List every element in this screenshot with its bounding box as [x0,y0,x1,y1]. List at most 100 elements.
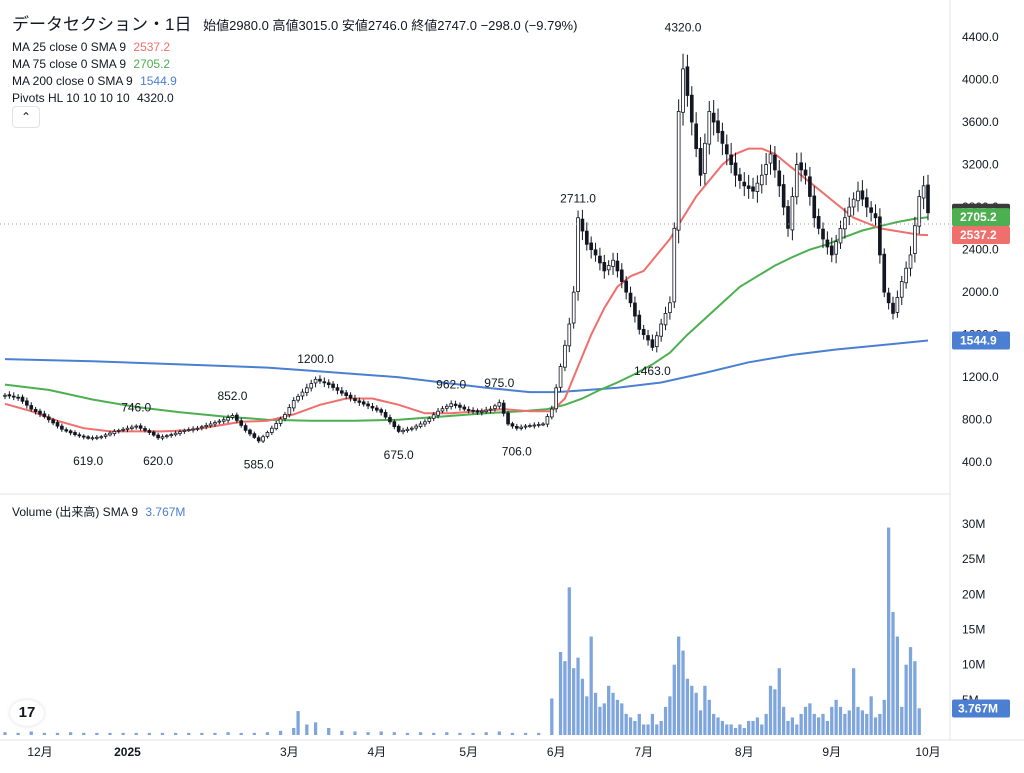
pivot-label: 1200.0 [297,352,334,366]
volume-bar [716,717,720,735]
candle-body [882,253,887,293]
legend-ma75[interactable]: MA 75 close 0 SMA 9 2705.2 [12,57,174,71]
legend-volume-label: Volume (出来高) SMA 9 [12,505,139,519]
candle-body [68,430,73,434]
volume-bar [82,732,86,735]
volume-bar [432,732,436,735]
volume-bars [3,527,921,735]
candle-body [484,409,489,413]
volume-bar [782,706,786,735]
candle-body [81,435,86,438]
volume-bar [703,685,707,735]
candle-body [25,400,29,406]
candle-body [646,335,650,341]
volume-bar [795,724,799,735]
tradingview-logo[interactable]: 17 [10,700,44,726]
volume-bar [239,732,243,735]
candle-body [99,436,104,439]
candle-body [265,432,270,437]
volume-bar [812,713,816,735]
candle-body [593,249,598,256]
candle-body [261,436,265,442]
volume-bar [860,710,865,735]
candle-body [173,432,178,436]
volume-bar [576,657,580,735]
candle-body [829,245,834,256]
legend-ma200[interactable]: MA 200 close 0 SMA 9 1544.9 [12,74,181,88]
candle-body [95,436,99,439]
pivot-label: 962.0 [436,377,466,391]
ma25-series [4,147,929,433]
volume-bar [68,732,73,735]
volume-bar [305,724,309,735]
volume-bar [908,647,913,735]
candle-body [720,130,725,144]
volume-bar [773,689,777,735]
candle-body [134,425,139,428]
candle-body [287,407,292,416]
price-tick-label: 800.0 [962,413,992,427]
volume-value-tag-text: 3.767M [958,702,998,716]
volume-bar [624,713,628,735]
candle-body [602,262,607,272]
candle-body [33,408,38,412]
price-value-tag-text: 1544.9 [960,334,997,348]
candle-body [335,387,340,391]
candle-body [396,425,401,432]
symbol-title: データセクション・1日 [12,15,192,34]
volume-bar [913,661,917,735]
candle-body [11,395,16,398]
candle-body [239,420,244,426]
volume-bar [882,699,886,735]
candle-body [864,197,869,208]
candle-body [300,391,305,397]
volume-bar [760,724,764,735]
candle-body [248,429,252,435]
volume-bar [292,727,296,735]
time-tick-label: 12月 [27,745,52,759]
candle-body [650,339,655,348]
volume-bar [563,661,567,735]
candle-body [711,112,716,123]
candle-body [685,66,690,96]
candle-body [462,406,467,410]
candle-body [598,255,602,264]
price-tick-label: 2400.0 [962,243,999,257]
candle-body [230,415,235,418]
candle-body [235,414,239,421]
legend-pivots[interactable]: Pivots HL 10 10 10 10 4320.0 [12,91,178,105]
volume-bar [698,710,703,735]
volume-bar [725,724,729,735]
candle-body [305,387,309,394]
candle-body [856,190,860,202]
candle-body [917,196,922,227]
price-value-tag [952,226,1010,245]
candle-body [178,431,182,434]
candle-body [3,394,7,397]
volume-bar [296,711,300,735]
candle-body [899,281,904,298]
legend-volume[interactable]: Volume (出来高) SMA 9 3.767M [12,503,189,520]
volume-bar [580,678,585,735]
volume-bar [865,713,869,735]
candle-body [536,424,541,426]
candle-body [742,181,747,187]
collapse-legend-button[interactable]: ⌃ [12,106,40,128]
ohlc-readout: 始値2980.0 高値3015.0 安値2746.0 終値2747.0 −298… [203,18,578,33]
time-tick-label: 2025 [114,745,141,759]
candle-body [278,418,283,424]
candle-body [471,409,475,412]
volume-bar [733,727,738,735]
legend-ma25[interactable]: MA 25 close 0 SMA 9 2537.2 [12,40,174,54]
candle-body [672,227,677,303]
candle-body [584,230,589,245]
volume-bar [707,699,711,735]
candle-body [488,408,493,411]
candle-body [528,425,532,427]
candle-body [182,429,187,432]
volume-bar [816,717,821,735]
candle-body [436,410,440,416]
candle-body [803,169,808,176]
volume-bar [856,706,860,735]
volume-bar [851,668,856,735]
